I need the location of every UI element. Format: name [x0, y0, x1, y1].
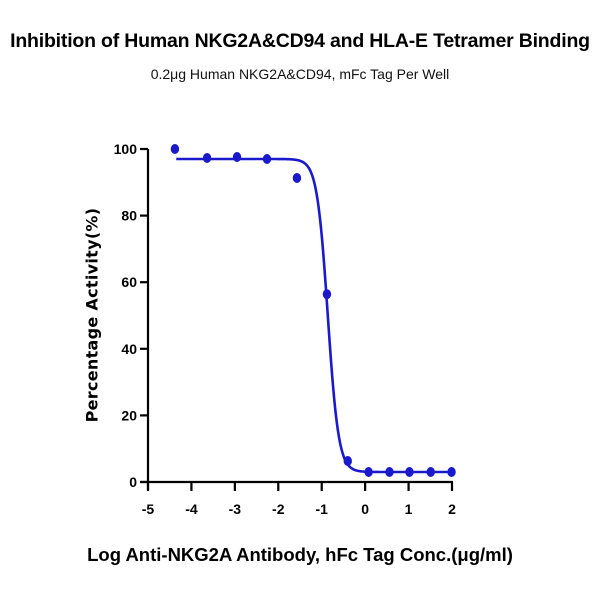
- data-point: [426, 467, 435, 478]
- x-tick-label: 1: [405, 501, 413, 517]
- y-tick-label: 0: [129, 474, 137, 490]
- x-tick-label: 2: [448, 501, 456, 517]
- y-tick-label: 60: [121, 274, 137, 290]
- x-tick-label: 0: [361, 501, 369, 517]
- data-point: [232, 151, 242, 162]
- chart-title: Inhibition of Human NKG2A&CD94 and HLA-E…: [10, 30, 590, 52]
- x-tick-label: -4: [185, 501, 198, 517]
- x-tick-label: -3: [229, 501, 242, 517]
- data-point: [170, 144, 180, 154]
- axes: 0 20 40 60 80 100 -5 -4 -3 -2 -1 0 1 2: [114, 141, 456, 517]
- y-tick-label: 40: [121, 341, 137, 357]
- data-point: [405, 467, 414, 478]
- data-point: [364, 467, 373, 478]
- x-axis-label: Log Anti-NKG2A Antibody, hFc Tag Conc.(μ…: [87, 544, 513, 565]
- data-point: [322, 289, 332, 300]
- data-point: [385, 467, 394, 478]
- chart-subtitle: 0.2μg Human NKG2A&CD94, mFc Tag Per Well: [150, 66, 450, 82]
- data-points: [170, 144, 456, 478]
- fit-curve: [176, 157, 452, 474]
- data-point: [447, 467, 456, 478]
- data-point: [202, 152, 212, 163]
- x-tick-label: -1: [315, 501, 328, 517]
- y-tick-label: 20: [121, 407, 137, 423]
- data-point: [343, 456, 352, 467]
- y-tick-label: 80: [121, 208, 137, 224]
- data-point: [292, 172, 302, 183]
- y-tick-label: 100: [114, 141, 138, 157]
- x-tick-label: -5: [142, 501, 155, 517]
- x-tick-label: -2: [272, 501, 285, 517]
- data-point: [262, 153, 272, 164]
